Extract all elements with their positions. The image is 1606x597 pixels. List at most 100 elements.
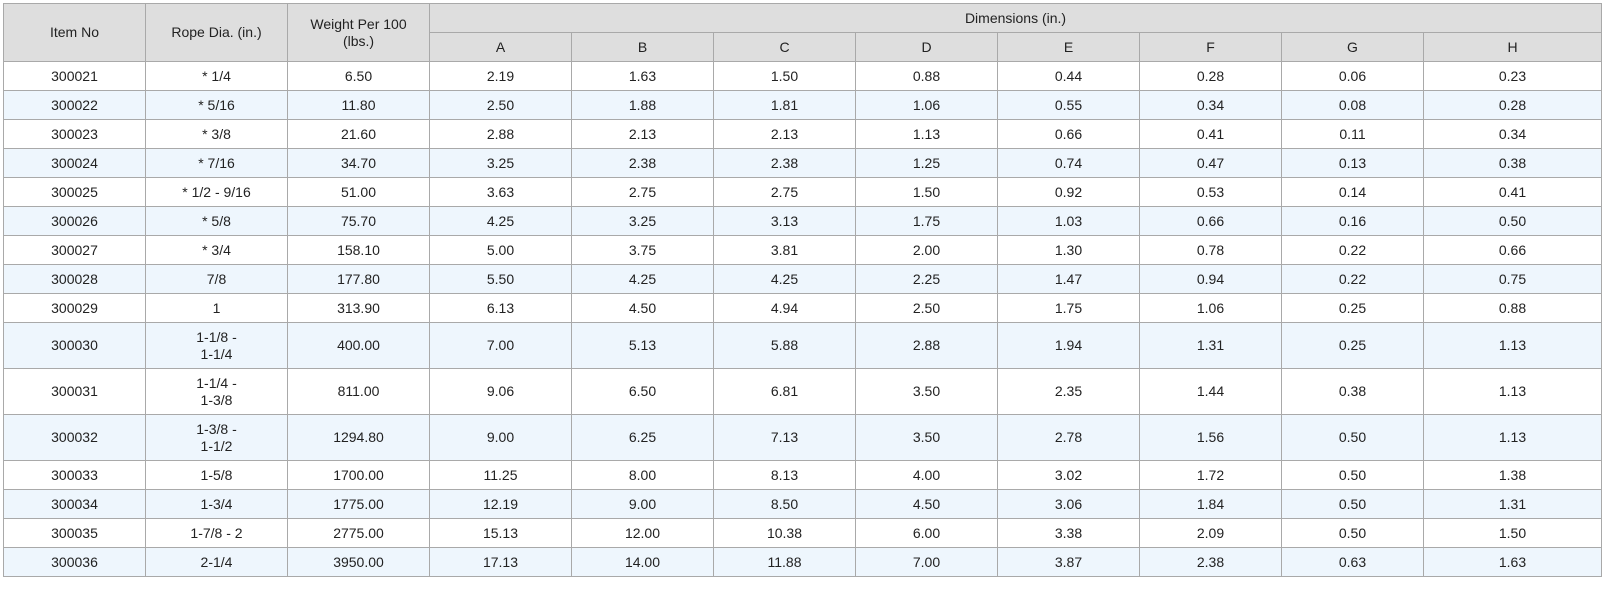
cell-dim-b: 2.13: [571, 119, 714, 149]
cell-dim-h: 1.13: [1422, 322, 1603, 369]
table-row: 300023 * 3/8 21.60 2.88 2.13 2.13 1.13 0.66 0.41…: [3, 119, 1603, 149]
rope-dia-line: 2-1/4: [200, 553, 233, 570]
cell-dim-a: 3.25: [429, 148, 572, 178]
rope-dia-line: 1-3/8: [200, 391, 233, 408]
cell-dim-e: 1.75: [997, 293, 1140, 323]
header-dim-f: F: [1139, 32, 1282, 62]
cell-rope-dia: * 1/2 - 9/16: [145, 177, 288, 207]
cell-dim-c: 5.88: [713, 322, 856, 369]
table-row: 300031 1-1/4 -1-3/8 811.00 9.06 6.50 6.81 3.50…: [3, 368, 1603, 415]
cell-weight: 1775.00: [287, 489, 430, 519]
cell-dim-d: 1.25: [855, 148, 998, 178]
table-row: 300029 1 313.90 6.13 4.50 4.94 2.50 1.75 1.06 0.2…: [3, 293, 1603, 323]
cell-dim-b: 5.13: [571, 322, 714, 369]
cell-dim-c: 4.94: [713, 293, 856, 323]
cell-weight: 2775.00: [287, 518, 430, 548]
cell-item-no: 300025: [3, 177, 146, 207]
header-weight-line1: Weight Per 100: [310, 15, 407, 32]
cell-dim-e: 3.06: [997, 489, 1140, 519]
table-header: Item No Rope Dia. (in.) Weight Per 100 (…: [3, 3, 1603, 62]
cell-dim-e: 2.78: [997, 414, 1140, 461]
cell-dim-a: 5.50: [429, 264, 572, 294]
cell-dim-h: 1.50: [1422, 518, 1603, 548]
cell-weight: 400.00: [287, 322, 430, 369]
cell-rope-dia: * 5/16: [145, 90, 288, 120]
cell-dim-f: 1.84: [1139, 489, 1282, 519]
cell-dim-a: 7.00: [429, 322, 572, 369]
cell-item-no: 300034: [3, 489, 146, 519]
cell-dim-h: 0.28: [1422, 90, 1603, 120]
cell-dim-b: 12.00: [571, 518, 714, 548]
cell-dim-a: 11.25: [429, 460, 572, 490]
rope-dia-line: * 1/2 - 9/16: [182, 183, 251, 200]
cell-dim-g: 0.63: [1281, 547, 1424, 577]
rope-dia-line: 1-1/8 -: [196, 328, 237, 345]
cell-dim-c: 8.50: [713, 489, 856, 519]
table-row: 300036 2-1/4 3950.00 17.13 14.00 11.88 7.00 3.8…: [3, 547, 1603, 577]
cell-weight: 75.70: [287, 206, 430, 236]
cell-dim-d: 2.50: [855, 293, 998, 323]
table-row: 300032 1-3/8 -1-1/2 1294.80 9.00 6.25 7.13 3.5…: [3, 414, 1603, 461]
cell-dim-d: 4.50: [855, 489, 998, 519]
cell-dim-a: 5.00: [429, 235, 572, 265]
cell-dim-a: 6.13: [429, 293, 572, 323]
cell-rope-dia: * 7/16: [145, 148, 288, 178]
cell-dim-a: 15.13: [429, 518, 572, 548]
cell-weight: 177.80: [287, 264, 430, 294]
cell-dim-c: 10.38: [713, 518, 856, 548]
cell-dim-b: 2.38: [571, 148, 714, 178]
cell-dim-d: 3.50: [855, 414, 998, 461]
cell-dim-c: 8.13: [713, 460, 856, 490]
cell-item-no: 300023: [3, 119, 146, 149]
cell-weight: 1294.80: [287, 414, 430, 461]
cell-dim-b: 8.00: [571, 460, 714, 490]
cell-dim-g: 0.13: [1281, 148, 1424, 178]
cell-item-no: 300024: [3, 148, 146, 178]
header-dimensions: Dimensions (in.): [428, 3, 1603, 33]
cell-dim-h: 1.63: [1422, 547, 1603, 577]
cell-dim-f: 1.56: [1139, 414, 1282, 461]
cell-dim-c: 7.13: [713, 414, 856, 461]
cell-dim-a: 4.25: [429, 206, 572, 236]
cell-dim-f: 2.38: [1139, 547, 1282, 577]
cell-dim-d: 1.13: [855, 119, 998, 149]
cell-dim-e: 0.92: [997, 177, 1140, 207]
table-row: 300022 * 5/16 11.80 2.50 1.88 1.81 1.06 0.55 0.3…: [3, 90, 1603, 120]
cell-dim-e: 1.03: [997, 206, 1140, 236]
rope-dia-line: 1-3/8 -: [196, 420, 237, 437]
cell-dim-c: 3.81: [713, 235, 856, 265]
cell-item-no: 300029: [3, 293, 146, 323]
cell-weight: 21.60: [287, 119, 430, 149]
cell-dim-g: 0.16: [1281, 206, 1424, 236]
cell-dim-g: 0.08: [1281, 90, 1424, 120]
cell-item-no: 300036: [3, 547, 146, 577]
cell-dim-f: 1.31: [1139, 322, 1282, 369]
cell-dim-d: 1.50: [855, 177, 998, 207]
spec-table: Item No Rope Dia. (in.) Weight Per 100 (…: [3, 3, 1603, 577]
rope-dia-line: 1-5/8: [200, 466, 233, 483]
cell-dim-e: 3.02: [997, 460, 1140, 490]
cell-dim-f: 0.66: [1139, 206, 1282, 236]
cell-dim-g: 0.22: [1281, 264, 1424, 294]
cell-dim-d: 3.50: [855, 368, 998, 415]
cell-dim-a: 2.88: [429, 119, 572, 149]
cell-dim-h: 1.13: [1422, 368, 1603, 415]
rope-dia-line: 1-1/4: [200, 345, 233, 362]
cell-dim-a: 9.00: [429, 414, 572, 461]
cell-rope-dia: 7/8: [145, 264, 288, 294]
table-row: 300024 * 7/16 34.70 3.25 2.38 2.38 1.25 0.74 0.4…: [3, 148, 1603, 178]
cell-rope-dia: 1: [145, 293, 288, 323]
cell-dim-h: 0.66: [1422, 235, 1603, 265]
cell-dim-e: 3.87: [997, 547, 1140, 577]
rope-dia-line: * 3/4: [202, 241, 231, 258]
cell-dim-d: 1.06: [855, 90, 998, 120]
rope-dia-line: 1-3/4: [200, 495, 233, 512]
cell-item-no: 300028: [3, 264, 146, 294]
cell-dim-h: 1.13: [1422, 414, 1603, 461]
cell-rope-dia: 1-3/4: [145, 489, 288, 519]
cell-dim-g: 0.22: [1281, 235, 1424, 265]
rope-dia-line: 1-7/8 - 2: [190, 524, 243, 541]
cell-dim-e: 1.47: [997, 264, 1140, 294]
cell-dim-h: 0.38: [1422, 148, 1603, 178]
